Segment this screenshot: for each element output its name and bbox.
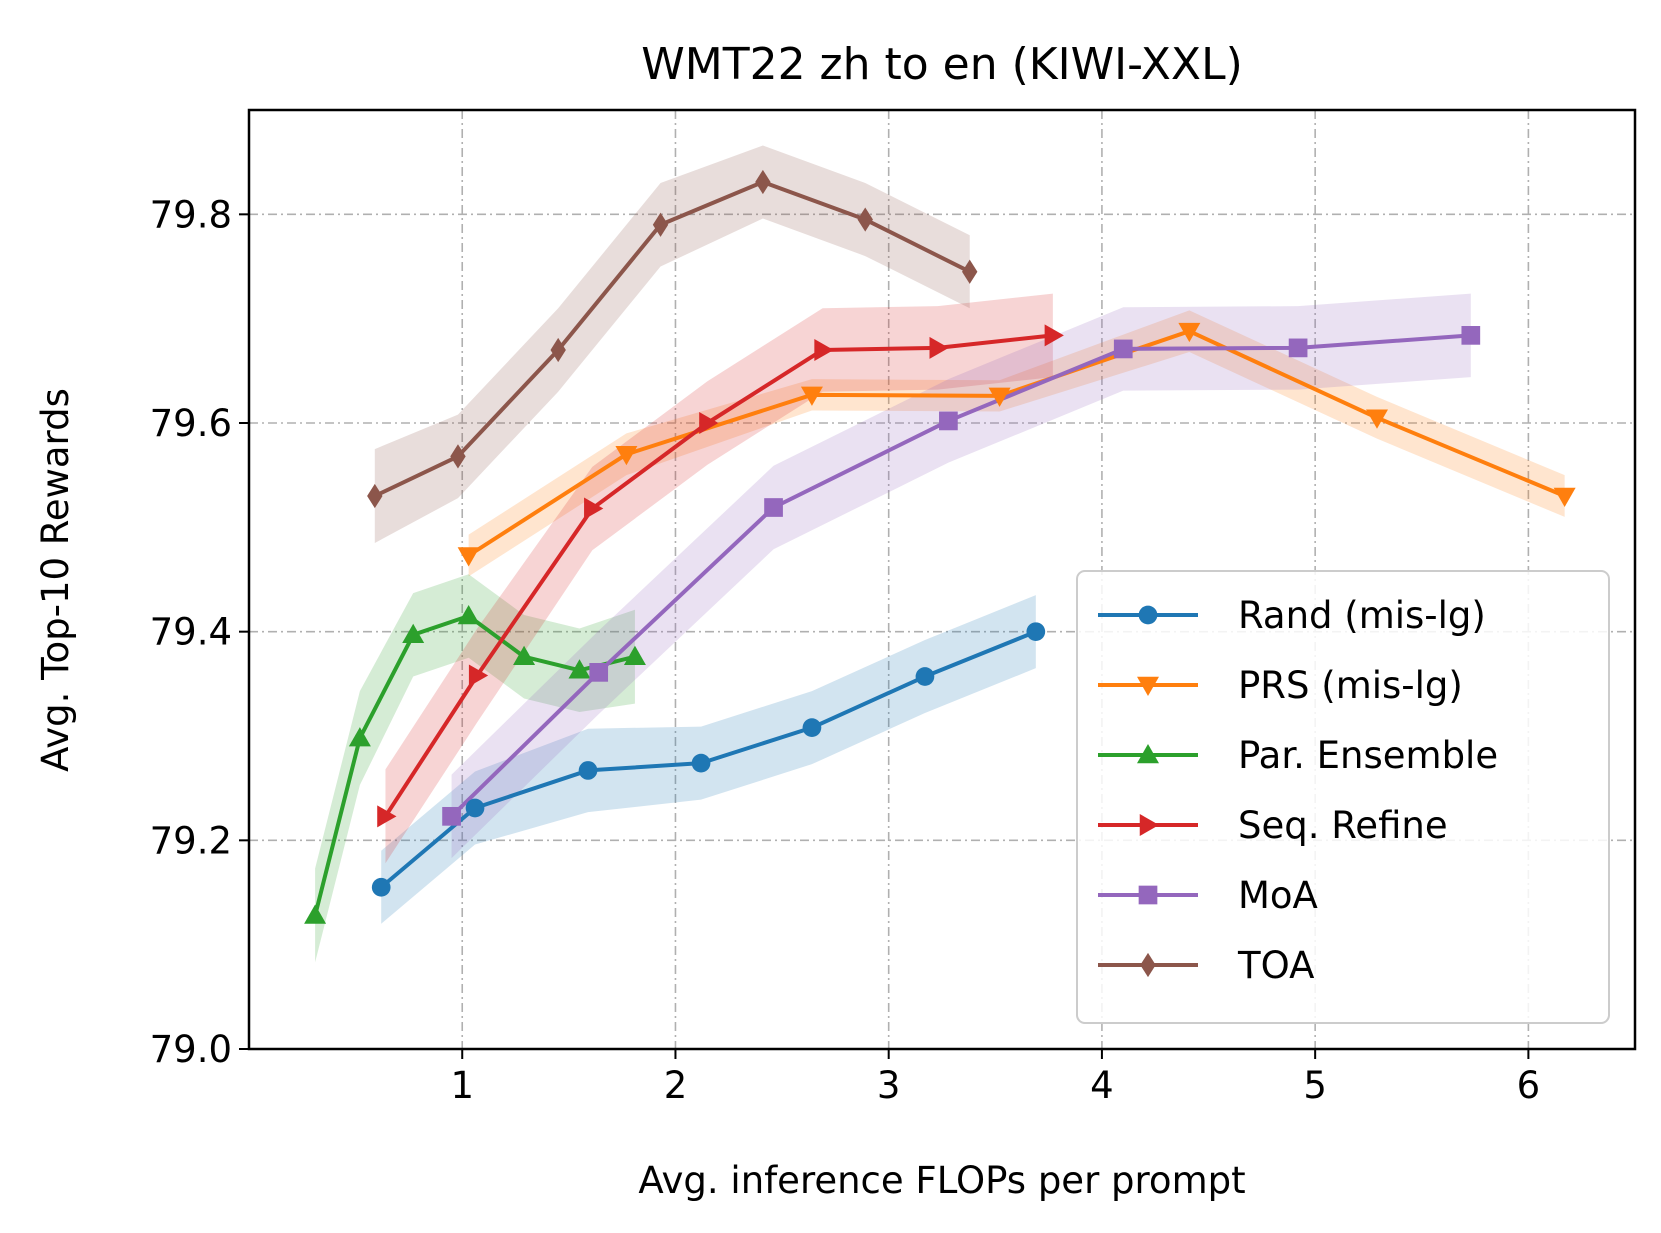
legend-marker-toa — [1140, 952, 1156, 978]
point-toa — [755, 169, 771, 195]
point-rand-mis-lg — [371, 877, 391, 897]
point-prs-mis-lg — [457, 547, 480, 567]
point-prs-mis-lg — [1365, 409, 1388, 429]
legend-marker-moa — [1138, 885, 1158, 905]
point-par-ensemble — [568, 659, 591, 679]
x-ticks: 1 2 3 4 5 6 — [450, 1049, 1540, 1107]
point-moa — [1288, 338, 1308, 358]
point-seq-refine — [1044, 324, 1064, 347]
point-seq-refine — [929, 336, 949, 359]
point-prs-mis-lg — [615, 446, 638, 466]
point-moa — [939, 411, 958, 431]
point-rand-mis-lg — [1026, 622, 1046, 642]
point-toa — [550, 337, 566, 363]
point-toa — [857, 207, 873, 232]
legend-marker-prs-mis-lg — [1137, 676, 1159, 696]
point-toa — [962, 259, 978, 284]
band-moa — [451, 293, 1471, 859]
x-tick-label: 2 — [664, 1064, 688, 1107]
point-par-ensemble — [348, 727, 371, 747]
point-moa — [1461, 326, 1481, 345]
point-toa — [367, 483, 383, 509]
y-tick-label: 79.6 — [150, 402, 232, 445]
point-rand-mis-lg — [578, 761, 598, 780]
point-seq-refine — [377, 805, 397, 828]
chart-title: WMT22 zh to en (KIWI-XXL) — [641, 39, 1243, 90]
point-par-ensemble — [623, 645, 646, 665]
point-prs-mis-lg — [988, 387, 1011, 407]
point-seq-refine — [468, 664, 489, 687]
band-seq-refine — [385, 293, 1053, 864]
y-tick-label: 79.4 — [150, 611, 232, 654]
legend-label-toa: TOA — [1237, 944, 1314, 987]
point-moa — [764, 498, 783, 517]
point-prs-mis-lg — [1553, 487, 1576, 508]
point-moa — [1113, 339, 1133, 359]
legend-label-par-ensemble: Par. Ensemble — [1238, 734, 1498, 777]
point-par-ensemble — [402, 623, 425, 644]
point-rand-mis-lg — [465, 798, 485, 818]
point-toa — [652, 212, 669, 237]
x-axis-label: Avg. inference FLOPs per prompt — [638, 1159, 1245, 1202]
point-prs-mis-lg — [800, 386, 823, 406]
series-markers — [304, 169, 1576, 924]
point-rand-mis-lg — [691, 753, 711, 773]
point-rand-mis-lg — [915, 667, 935, 686]
y-tick-label: 79.2 — [150, 819, 232, 862]
legend: Rand (mis-lg) PRS (mis-lg) Par. Ensemble Se… — [1076, 570, 1610, 1024]
point-moa — [442, 806, 461, 826]
legend-marker-seq-refine — [1139, 814, 1159, 836]
legend-marker-rand-mis-lg — [1138, 605, 1158, 625]
x-tick-label: 3 — [877, 1064, 901, 1107]
y-ticks: 79.0 79.2 79.4 79.6 79.8 — [150, 193, 249, 1071]
y-tick-label: 79.0 — [150, 1028, 232, 1071]
x-tick-label: 1 — [450, 1064, 474, 1107]
legend-marker-par-ensemble — [1137, 744, 1159, 764]
legend-label-seq-refine: Seq. Refine — [1238, 804, 1448, 847]
y-axis-label: Avg. Top-10 Rewards — [34, 388, 77, 772]
legend-box — [1076, 570, 1610, 1024]
point-seq-refine — [699, 412, 719, 434]
x-tick-label: 5 — [1303, 1064, 1327, 1107]
point-rand-mis-lg — [802, 718, 822, 738]
y-tick-label: 79.8 — [150, 193, 232, 236]
point-par-ensemble — [457, 605, 480, 625]
band-toa — [374, 145, 970, 543]
point-prs-mis-lg — [1178, 322, 1201, 343]
x-tick-label: 4 — [1090, 1064, 1114, 1107]
legend-label-prs-mis-lg: PRS (mis-lg) — [1238, 664, 1463, 707]
legend-label-rand-mis-lg: Rand (mis-lg) — [1238, 594, 1486, 637]
x-tick-label: 6 — [1517, 1064, 1541, 1107]
point-moa — [589, 663, 609, 682]
point-toa — [450, 444, 466, 469]
legend-label-moa: MoA — [1238, 874, 1318, 917]
point-par-ensemble — [304, 904, 327, 924]
point-seq-refine — [584, 497, 604, 520]
point-par-ensemble — [513, 645, 536, 665]
plot-frame — [247, 108, 1637, 1051]
point-seq-refine — [814, 338, 834, 361]
